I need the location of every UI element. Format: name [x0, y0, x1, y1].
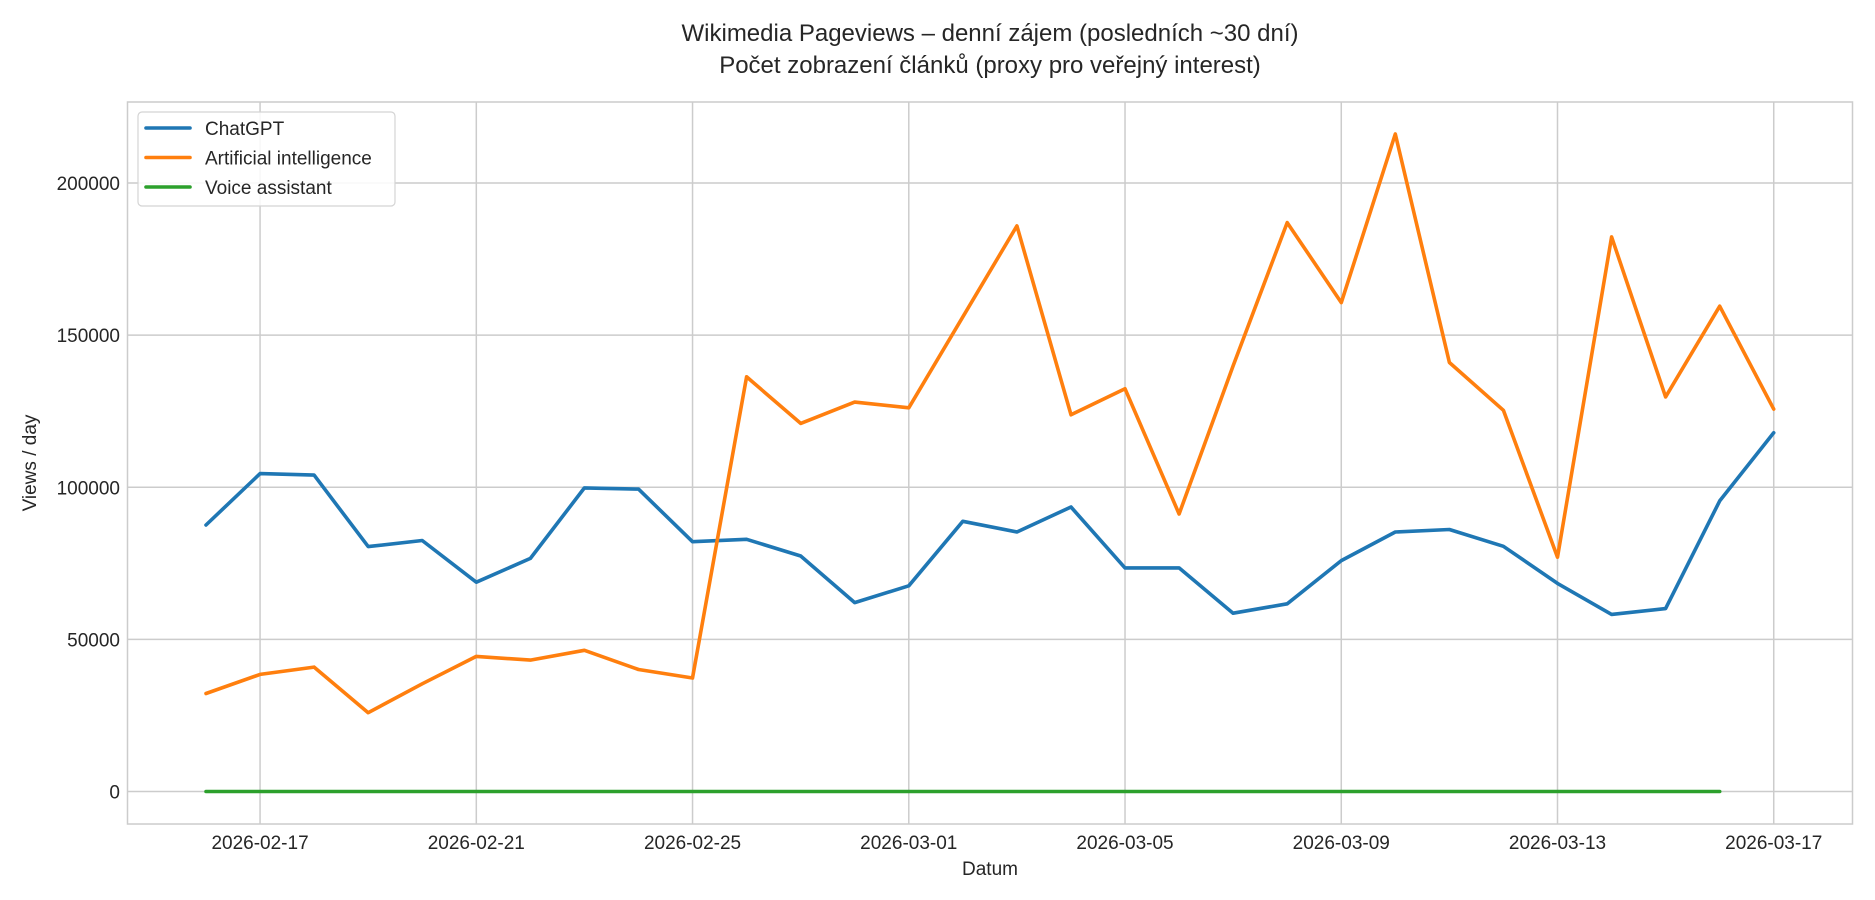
y-tick-label: 200000 — [57, 174, 120, 195]
y-axis-label: Views / day — [20, 414, 41, 511]
legend-label: Voice assistant — [205, 178, 332, 199]
x-tick-label: 2026-03-17 — [1725, 833, 1822, 854]
y-tick-label: 50000 — [67, 630, 120, 651]
series-lines — [204, 132, 1776, 794]
x-tick-label: 2026-03-09 — [1293, 833, 1390, 854]
x-tick-label: 2026-02-21 — [428, 833, 525, 854]
legend-label: Artificial intelligence — [205, 149, 372, 170]
x-axis-ticks: 2026-02-17 2026-02-21 2026-02-25 2026-03-01… — [211, 833, 1822, 854]
x-tick-label: 2026-02-25 — [644, 833, 741, 854]
x-tick-label: 2026-02-17 — [211, 833, 308, 854]
y-tick-label: 100000 — [57, 478, 120, 499]
x-tick-label: 2026-03-05 — [1076, 833, 1173, 854]
series-line-artificial-intelligence — [204, 132, 1776, 715]
chart-title: Wikimedia Pageviews – denní zájem (posle… — [682, 20, 1299, 47]
x-tick-label: 2026-03-01 — [860, 833, 957, 854]
y-axis-ticks: 0 50000 100000 150000 200000 — [57, 174, 120, 804]
y-tick-label: 150000 — [57, 326, 120, 347]
x-tick-label: 2026-03-13 — [1509, 833, 1606, 854]
series-line-chatgpt — [204, 430, 1776, 617]
legend: ChatGPT Artificial intelligence Voice assi… — [137, 111, 396, 207]
grid-lines — [127, 102, 1853, 824]
legend-box — [137, 111, 396, 207]
chart-subtitle: Počet zobrazení článků (proxy pro veřejn… — [719, 52, 1261, 79]
x-axis-label: Datum — [962, 859, 1018, 880]
axes-frame — [126, 101, 1854, 825]
legend-label: ChatGPT — [205, 119, 285, 140]
y-tick-label: 0 — [109, 783, 120, 804]
